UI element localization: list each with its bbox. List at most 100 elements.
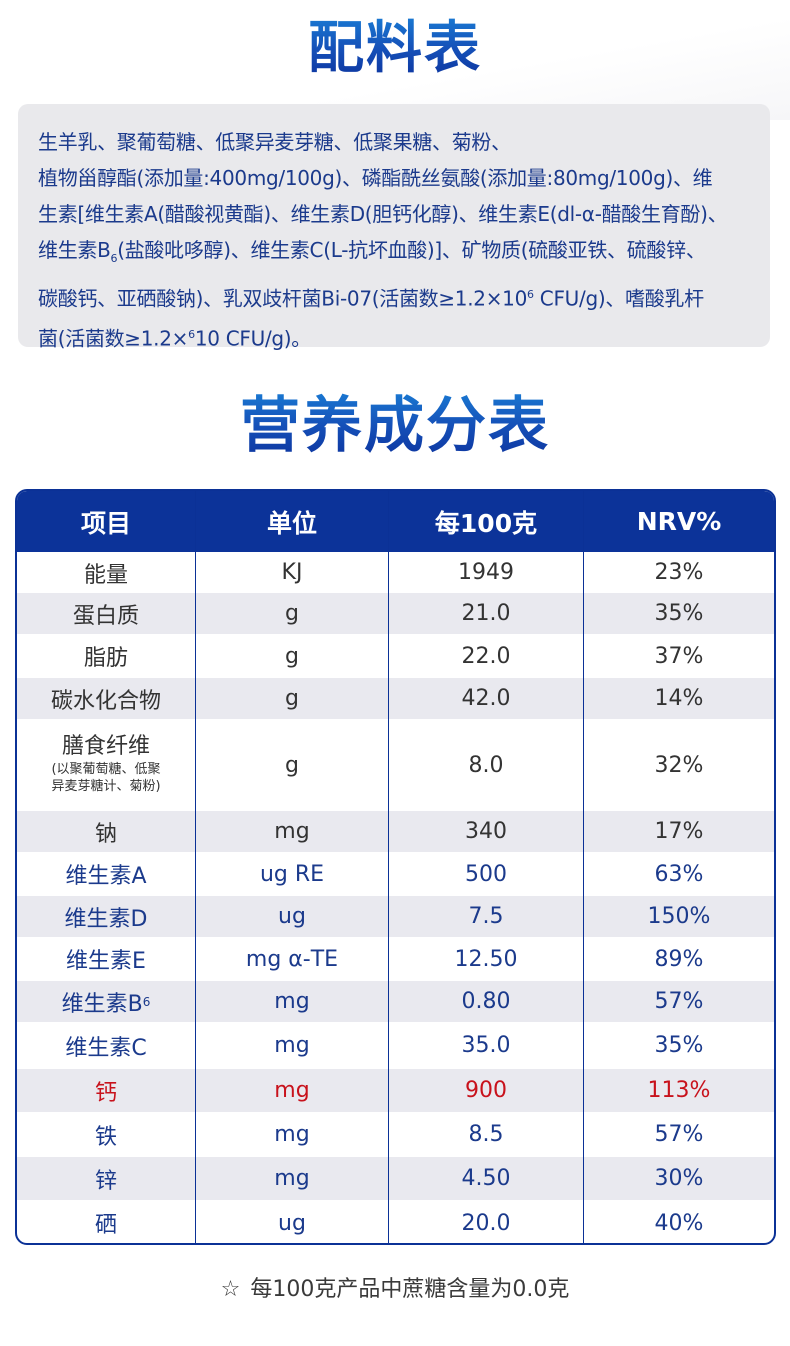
- unit-cell: g: [196, 634, 389, 678]
- per100g-cell: 35.0: [389, 1022, 584, 1069]
- item-note: (以聚葡萄糖、低聚: [51, 762, 161, 778]
- item-cell: 维生素C: [17, 1022, 196, 1069]
- item-cell: 维生素D: [17, 896, 196, 937]
- superscript-6: 6: [527, 288, 534, 301]
- table-row: 锌 mg 4.50 30%: [17, 1157, 774, 1200]
- ingredients-line-4-text: 维生素B: [38, 238, 111, 262]
- per100g-cell: 8.5: [389, 1112, 584, 1157]
- column-header-per100g: 每100克: [389, 491, 584, 552]
- subscript-6: 6: [142, 994, 151, 1009]
- unit-cell: ug: [196, 1200, 389, 1243]
- item-cell: 碳水化合物: [17, 678, 196, 719]
- ingredients-panel: 生羊乳、聚葡萄糖、低聚异麦芽糖、低聚果糖、菊粉、 植物甾醇酯(添加量:400mg…: [18, 104, 770, 350]
- per100g-cell: 8.0: [389, 719, 584, 811]
- ingredients-line-2: 植物甾醇酯(添加量:400mg/100g)、磷酯酰丝氨酸(添加量:80mg/10…: [38, 166, 713, 190]
- per100g-cell: 22.0: [389, 634, 584, 678]
- table-row: 钙 mg 900 113%: [17, 1069, 774, 1112]
- column-header-nrv: NRV%: [636, 507, 722, 536]
- per100g-cell: 42.0: [389, 678, 584, 719]
- item-cell: 维生素E: [17, 937, 196, 981]
- item-cell: 维生素A: [17, 852, 196, 896]
- item-cell: 维生素B 6: [17, 981, 196, 1022]
- item-note: 异麦芽糖计、菊粉): [51, 779, 161, 795]
- nrv-cell: 32%: [654, 752, 704, 778]
- unit-cell: mg: [196, 1157, 389, 1200]
- item-cell: 能量: [17, 552, 196, 593]
- table-row: 维生素D ug 7.5 150%: [17, 896, 774, 937]
- item-cell: 钙: [17, 1069, 196, 1112]
- nrv-cell: 17%: [654, 819, 704, 844]
- ingredients-title: 配料表: [0, 12, 790, 86]
- superscript-6: 6: [188, 327, 195, 341]
- table-row: 维生素C mg 35.0 35%: [17, 1022, 774, 1069]
- unit-cell: ug: [196, 896, 389, 937]
- item-name: 膳食纤维: [61, 733, 150, 759]
- nrv-cell: 63%: [654, 861, 704, 887]
- per100g-cell: 900: [389, 1069, 584, 1112]
- ingredients-line-3: 生素[维生素A(醋酸视黄酯)、维生素D(胆钙化醇)、维生素E(dl-α-醋酸生育…: [38, 202, 728, 226]
- unit-cell: mg: [196, 1112, 389, 1157]
- subscript-6: 6: [110, 252, 118, 265]
- table-row: 钠 mg 340 17%: [17, 811, 774, 852]
- star-icon: ☆: [220, 1277, 241, 1302]
- item-cell: 硒: [17, 1200, 196, 1243]
- ingredients-line-5: 碳酸钙、亚硒酸钠)、乳双歧杆菌Bi-07(活菌数≥1.2×106 CFU/g)、…: [38, 277, 756, 317]
- column-header-unit: 单位: [196, 491, 389, 552]
- ingredients-line-6: 菌(活菌数≥1.2×610 CFU/g)。: [38, 317, 756, 357]
- ingredients-line-4: 维生素B6(盐酸吡哆醇)、维生素C(L-抗坏血酸)]、矿物质(硫酸亚铁、硫酸锌、: [38, 232, 756, 277]
- nrv-cell: 40%: [654, 1210, 704, 1236]
- ingredients-line-1: 生羊乳、聚葡萄糖、低聚异麦芽糖、低聚果糖、菊粉、: [38, 130, 511, 154]
- table-row: 硒 ug 20.0 40%: [17, 1200, 774, 1243]
- ingredients-line-6-text: 菌(活菌数≥1.2×: [38, 326, 189, 351]
- nrv-cell: 35%: [654, 601, 704, 626]
- ingredients-line-4-text-rest: (盐酸吡哆醇)、维生素C(L-抗坏血酸)]、矿物质(硫酸亚铁、硫酸锌、: [117, 238, 706, 262]
- table-header: 项目 单位 每100克 NRV%: [17, 491, 774, 552]
- nrv-cell: 35%: [654, 1033, 704, 1058]
- per100g-cell: 500: [389, 852, 584, 896]
- per100g-cell: 1949: [389, 552, 584, 593]
- nrv-cell: 30%: [654, 1166, 704, 1191]
- unit-cell: g: [196, 678, 389, 719]
- footnote-text: 每100克产品中蔗糖含量为0.0克: [250, 1277, 570, 1302]
- item-cell: 膳食纤维 (以聚葡萄糖、低聚 异麦芽糖计、菊粉): [17, 719, 196, 811]
- table-row: 能量 KJ 1949 23%: [17, 552, 774, 593]
- table-row: 蛋白质 g 21.0 35%: [17, 593, 774, 634]
- table-row: 维生素E mg α-TE 12.50 89%: [17, 937, 774, 981]
- nutrition-table: 项目 单位 每100克 NRV% 能量 KJ 1949 23% 蛋白质 g 21…: [15, 489, 776, 1245]
- nrv-cell: 89%: [654, 946, 704, 972]
- unit-cell: mg: [196, 981, 389, 1022]
- per100g-cell: 4.50: [389, 1157, 584, 1200]
- unit-cell: KJ: [196, 552, 389, 593]
- item-cell: 钠: [17, 811, 196, 852]
- nutrition-title: 营养成分表: [0, 386, 790, 466]
- ingredients-line-6-text-rest: 10 CFU/g)。: [194, 326, 311, 351]
- unit-cell: ug RE: [196, 852, 389, 896]
- table-row: 维生素A ug RE 500 63%: [17, 852, 774, 896]
- table-row: 铁 mg 8.5 57%: [17, 1112, 774, 1157]
- per100g-cell: 7.5: [389, 896, 584, 937]
- per100g-cell: 21.0: [389, 593, 584, 634]
- ingredients-line-5-text: 碳酸钙、亚硒酸钠)、乳双歧杆菌Bi-07(活菌数≥1.2×10: [38, 286, 528, 311]
- unit-cell: mg α-TE: [196, 937, 389, 981]
- per100g-cell: 340: [389, 811, 584, 852]
- ingredients-text: 生羊乳、聚葡萄糖、低聚异麦芽糖、低聚果糖、菊粉、 植物甾醇酯(添加量:400mg…: [38, 124, 756, 356]
- table-row: 维生素B 6 mg 0.80 57%: [17, 981, 774, 1022]
- nrv-cell: 14%: [654, 686, 704, 711]
- column-header-item: 项目: [17, 491, 196, 552]
- table-row: 脂肪 g 22.0 37%: [17, 634, 774, 678]
- item-name: 维生素B: [61, 991, 143, 1017]
- item-cell: 蛋白质: [17, 593, 196, 634]
- sucrose-footnote: ☆ 每100克产品中蔗糖含量为0.0克: [0, 1274, 790, 1306]
- item-cell: 锌: [17, 1157, 196, 1200]
- table-row: 膳食纤维 (以聚葡萄糖、低聚 异麦芽糖计、菊粉) g 8.0 32%: [17, 719, 774, 811]
- nrv-cell: 150%: [647, 904, 711, 929]
- per100g-cell: 0.80: [389, 981, 584, 1022]
- unit-cell: mg: [196, 1069, 389, 1112]
- per100g-cell: 12.50: [389, 937, 584, 981]
- unit-cell: mg: [196, 811, 389, 852]
- nrv-cell: 57%: [654, 1122, 704, 1147]
- item-cell: 铁: [17, 1112, 196, 1157]
- per100g-cell: 20.0: [389, 1200, 584, 1243]
- nrv-cell: 37%: [654, 643, 704, 669]
- nrv-cell: 57%: [654, 989, 704, 1014]
